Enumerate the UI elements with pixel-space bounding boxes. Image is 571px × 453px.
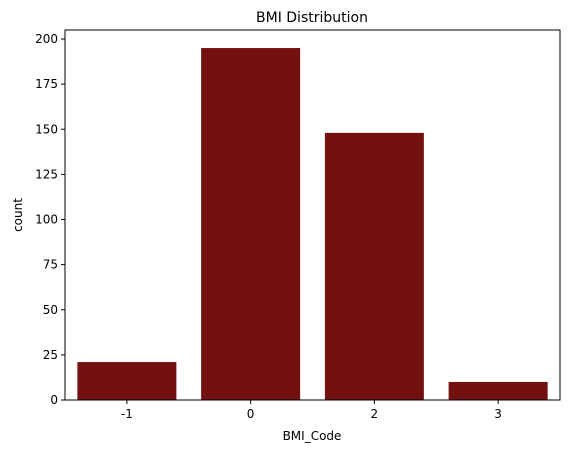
bar-0 (201, 48, 301, 401)
x-tick-label: -1 (121, 407, 133, 421)
x-axis: -1 0 2 3 (121, 400, 502, 421)
y-tick-label: 0 (50, 393, 58, 407)
bar--1 (77, 362, 177, 400)
y-tick-label: 200 (35, 32, 58, 46)
bars-group (77, 48, 548, 401)
x-axis-label: BMI_Code (283, 429, 342, 443)
y-axis: 0 25 50 75 100 125 150 175 200 (35, 32, 65, 407)
x-tick-label: 3 (494, 407, 502, 421)
x-tick-label: 2 (371, 407, 379, 421)
chart-title: BMI Distribution (256, 10, 368, 26)
bar-2 (324, 132, 424, 400)
y-tick-label: 50 (43, 303, 58, 317)
y-tick-label: 25 (43, 348, 58, 362)
y-tick-label: 150 (35, 122, 58, 136)
y-tick-label: 75 (43, 258, 58, 272)
y-tick-label: 100 (35, 213, 58, 227)
y-tick-label: 125 (35, 167, 58, 181)
bar-3 (448, 381, 548, 400)
y-tick-label: 175 (35, 77, 58, 91)
plot-frame (64, 29, 561, 401)
y-axis-label: count (11, 198, 25, 232)
x-tick-label: 0 (247, 407, 255, 421)
